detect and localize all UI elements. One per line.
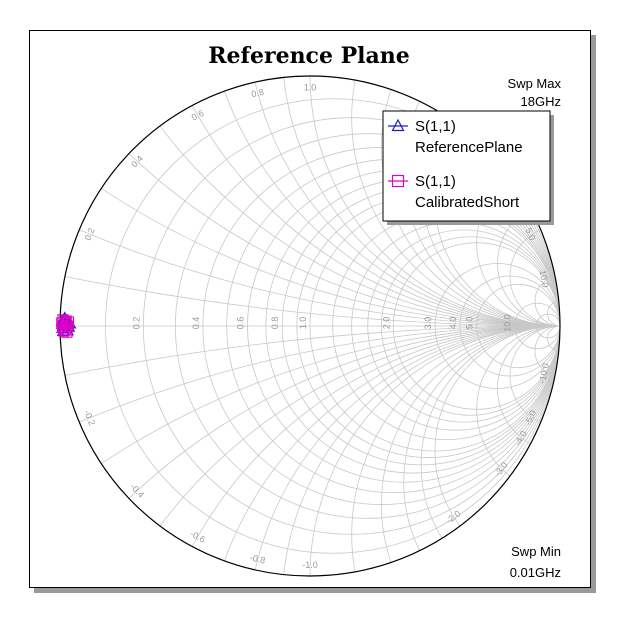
reactance-arc [497,325,560,452]
reactance-arc [534,275,560,327]
resistance-tick-label: 5.0 [465,317,475,330]
reactance-arc [351,76,560,327]
resistance-tick-label: 10.0 [503,314,513,332]
reactance-tick-label: 10.0 [537,269,550,288]
resistance-tick-label: 0.6 [236,317,246,330]
legend-series-1-subname: ReferencePlane [415,139,523,156]
reactance-tick-label: -10.0 [537,362,551,384]
resistance-tick-label: 3.0 [423,317,433,330]
chart-title: Reference Plane [208,43,410,69]
reactance-arc [420,325,560,576]
resistance-tick-label: 2.0 [381,317,391,330]
reactance-arc [547,300,560,327]
reactance-tick-label: 0.8 [250,87,264,100]
legend-series-2-subname: CalibratedShort [415,194,520,211]
legend-entry-calibratedshort: S(1,1) CalibratedShort [388,173,520,211]
square-marker [57,314,69,326]
resistance-tick-label: 0.8 [270,317,280,330]
reactance-arc [509,225,560,327]
reactance-tick-label: -1.0 [302,560,318,570]
reactance-tick-label: -0.6 [188,529,206,545]
reactance-arc [497,200,560,327]
square-marker [61,326,73,338]
reactance-arc [202,325,560,576]
square-marker-icon [391,174,405,188]
sweep-min-value: 0.01GHz [510,565,561,580]
resistance-tick-label: 1.0 [298,317,308,330]
reactance-tick-label: 0.2 [83,226,97,241]
legend-box [382,110,551,222]
legend-series-2-name: S(1,1) [415,173,456,190]
reactance-arc [381,325,560,576]
resistance-tick-label: 0.2 [131,317,141,330]
reactance-tick-label: 1.0 [304,82,317,92]
legend: S(1,1) ReferencePlane S(1,1) CalibratedS… [382,110,554,225]
legend-entry-referenceplane: S(1,1) ReferencePlane [388,118,523,156]
reactance-tick-label: 5.0 [523,226,537,241]
reactance-arc [509,325,560,427]
traces [55,311,77,338]
sweep-max-label: Swp Max [508,76,562,91]
reactance-tick-label: -0.8 [249,552,266,565]
resistance-tick-label: 0.4 [191,317,201,330]
trace-calibratedshort [56,314,75,338]
reactance-tick-label: 0.6 [190,108,206,123]
reactance-arc [434,325,560,576]
reactance-arc [547,325,560,352]
reactance-arc [247,325,560,576]
sweep-max-value: 18GHz [521,94,561,109]
legend-series-1-name: S(1,1) [415,118,456,135]
reactance-arc [381,76,560,327]
reactance-arc [351,325,560,576]
reactance-tick-label: -0.2 [82,409,97,427]
triangle-marker-icon [391,118,405,132]
reactance-tick-label: -3.0 [492,460,509,478]
sweep-min-label: Swp Min [511,544,561,559]
reactance-arc [403,325,560,576]
resistance-tick-label: 4.0 [448,317,458,330]
reactance-arc [534,325,560,377]
